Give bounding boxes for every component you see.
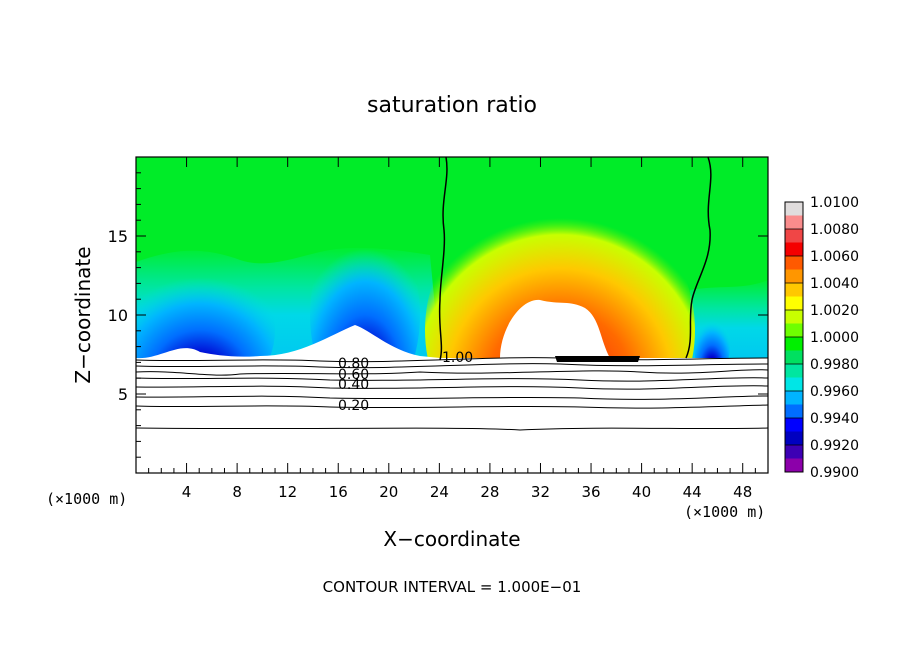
x-tick-label: 24: [430, 483, 449, 501]
contour-1.00-right: [685, 157, 712, 359]
colorbar-swatch: [785, 256, 803, 270]
colorbar-swatch: [785, 350, 803, 365]
colorbar-swatch: [785, 296, 803, 311]
x-tick-label: 20: [379, 483, 398, 501]
colorbar-swatch: [785, 377, 803, 392]
contour-interval-note: CONTOUR INTERVAL = 1.000E−01: [323, 578, 582, 596]
colorbar-label: 1.0100: [810, 195, 859, 211]
colorbar-swatch: [785, 323, 803, 338]
x-unit-right: (×1000 m): [684, 503, 765, 521]
colorbar-label: 0.9900: [810, 465, 859, 481]
colorbar-swatch: [785, 431, 803, 446]
y-axis-label: Z−coordinate: [71, 246, 95, 383]
y-tick-label: 5: [118, 385, 128, 404]
colorbar-label: 0.9940: [810, 411, 859, 427]
colorbar-swatch: [785, 202, 803, 216]
colorbar-label: 1.0000: [810, 330, 859, 346]
x-tick-label: 44: [683, 483, 702, 501]
x-tick-label: 48: [733, 483, 752, 501]
contour-label-1: 1.00: [442, 350, 473, 366]
y-tick-label: 15: [108, 227, 128, 246]
x-tick-label: 4: [182, 483, 192, 501]
colorbar-swatch: [785, 229, 803, 243]
y-axis: 5 10 15: [108, 172, 768, 458]
contour-label-4: 0.40: [338, 377, 369, 393]
colorbar-swatch: [785, 215, 803, 230]
x-tick-label: 32: [531, 483, 550, 501]
x-unit-left: (×1000 m): [46, 490, 127, 508]
colorbar-swatch: [785, 310, 803, 324]
colorbar-swatch: [785, 391, 803, 405]
colorbar-label: 0.9960: [810, 384, 859, 400]
colorbar-label: 1.0060: [810, 249, 859, 265]
contour-1.00-left: [438, 157, 448, 361]
colorbar-swatch: [785, 364, 803, 378]
colorbar-swatch: [785, 458, 803, 473]
x-tick-label: 36: [581, 483, 600, 501]
colorbar-label: 0.9920: [810, 438, 859, 454]
contour-label-5: 0.20: [338, 398, 369, 414]
colorbar-swatch: [785, 283, 803, 297]
colorbar-swatch: [785, 337, 803, 351]
colorbar-label: 0.9980: [810, 357, 859, 373]
colorbar-label: 1.0080: [810, 222, 859, 238]
contour-label-3: 0.60: [338, 367, 369, 383]
colorbar-swatch: [785, 445, 803, 459]
x-tick-label: 8: [232, 483, 242, 501]
white-pocket: [500, 299, 610, 358]
colorbar-swatch: [785, 269, 803, 284]
colorbar-label: 1.0040: [810, 276, 859, 292]
x-tick-label: 12: [278, 483, 297, 501]
x-axis-label: X−coordinate: [383, 527, 520, 551]
x-tick-label: 40: [632, 483, 651, 501]
colorbar: 1.0100 1.0080 1.0060 1.0040 1.0020 1.0000 0.99…: [784, 195, 859, 481]
colorbar-swatch: [785, 242, 803, 257]
x-axis: 4 8 12 16 20 24 28 32 36 40 44 48: [148, 157, 756, 501]
field-layer: [136, 157, 768, 473]
chart-title: saturation ratio: [367, 93, 537, 118]
x-tick-label: 16: [329, 483, 348, 501]
colorbar-label: 1.0020: [810, 303, 859, 319]
contour-label-2: 0.80: [338, 356, 369, 372]
x-tick-label: 28: [480, 483, 499, 501]
y-tick-label: 10: [108, 306, 128, 325]
contour-label-group: 1.00 0.80 0.60 0.40 0.20: [338, 350, 473, 414]
contour-high-band: [555, 356, 640, 362]
contour-stack: [136, 357, 768, 431]
colorbar-swatch: [785, 404, 803, 419]
colorbar-swatch: [785, 418, 803, 432]
